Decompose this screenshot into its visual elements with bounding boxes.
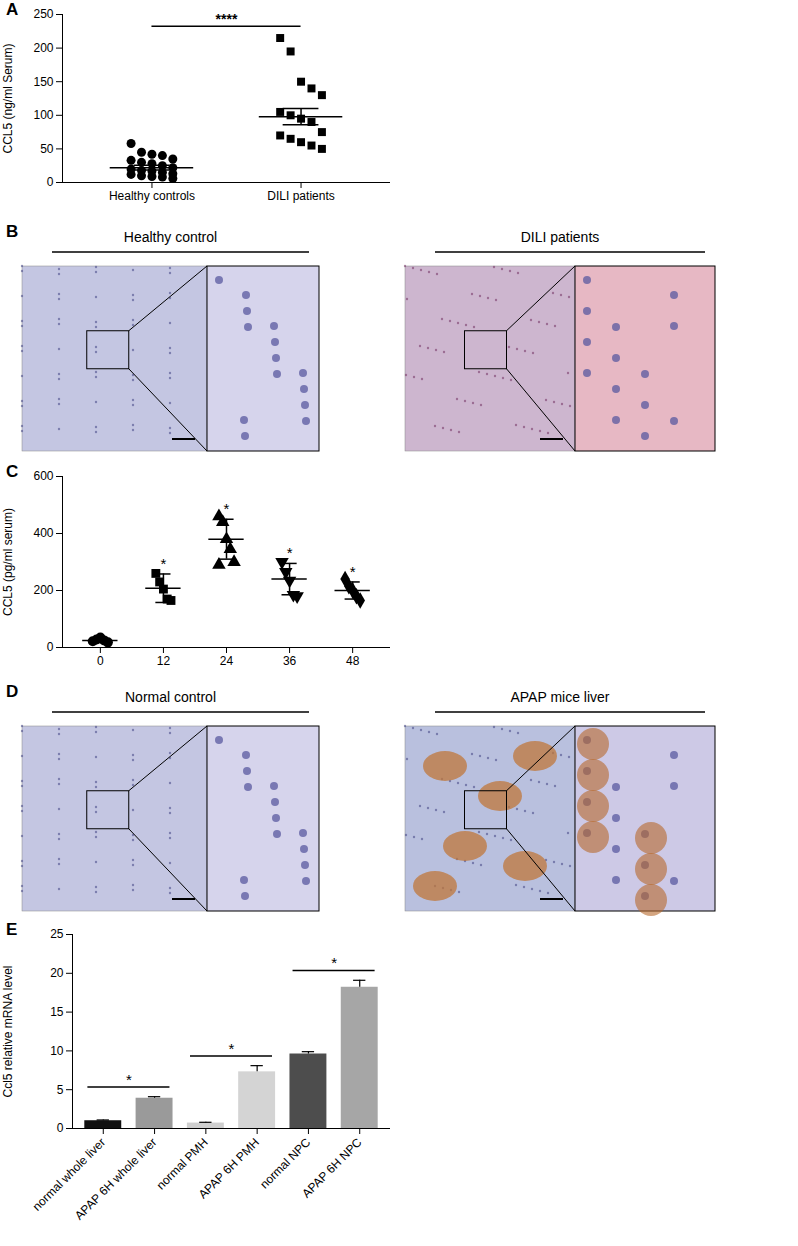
svg-text:0: 0 <box>47 175 54 189</box>
svg-text:APAP 6H NPC: APAP 6H NPC <box>299 1135 364 1200</box>
svg-text:0: 0 <box>57 1121 64 1135</box>
svg-text:*: * <box>350 563 356 580</box>
svg-text:150: 150 <box>33 75 53 89</box>
svg-text:*: * <box>331 954 337 971</box>
svg-text:Healthy control: Healthy control <box>124 229 217 245</box>
svg-text:Ccl5 relative mRNA level: Ccl5 relative mRNA level <box>1 965 15 1097</box>
svg-text:250: 250 <box>33 7 53 21</box>
svg-text:600: 600 <box>33 469 53 483</box>
html-text:B: B <box>6 222 19 241</box>
svg-text:20: 20 <box>50 966 64 980</box>
svg-text:200: 200 <box>33 583 53 597</box>
svg-text:0: 0 <box>47 640 54 654</box>
svg-text:APAP 6H whole liver: APAP 6H whole liver <box>72 1135 159 1222</box>
html-text:C: C <box>6 462 19 481</box>
svg-text:0: 0 <box>97 654 104 668</box>
svg-text:400: 400 <box>33 526 53 540</box>
svg-text:Normal control: Normal control <box>125 689 216 705</box>
svg-text:*: * <box>161 555 167 572</box>
html-text:D: D <box>6 682 19 701</box>
svg-text:36: 36 <box>283 654 297 668</box>
svg-text:200: 200 <box>33 41 53 55</box>
svg-text:APAP mice liver: APAP mice liver <box>510 689 609 705</box>
svg-text:*: * <box>224 500 230 517</box>
svg-text:24: 24 <box>220 654 234 668</box>
svg-text:CCL5 (pg/ml serum): CCL5 (pg/ml serum) <box>1 508 15 616</box>
svg-text:12: 12 <box>157 654 171 668</box>
svg-text:CCL5 (ng/ml Serum): CCL5 (ng/ml Serum) <box>1 43 15 153</box>
svg-text:normal PMH: normal PMH <box>154 1135 211 1192</box>
svg-text:*: * <box>126 1071 132 1088</box>
svg-text:15: 15 <box>50 1005 64 1019</box>
svg-text:50: 50 <box>40 142 54 156</box>
svg-text:*: * <box>287 544 293 561</box>
svg-text:Healthy controls: Healthy controls <box>109 189 195 203</box>
html-text:E: E <box>6 920 18 939</box>
svg-text:25: 25 <box>50 927 64 941</box>
svg-text:****: **** <box>216 11 238 27</box>
svg-text:DILI patients: DILI patients <box>267 189 334 203</box>
svg-text:48: 48 <box>346 654 360 668</box>
html-text:A: A <box>6 0 19 19</box>
svg-text:normal whole liver: normal whole liver <box>29 1135 109 1214</box>
svg-text:100: 100 <box>33 108 53 122</box>
svg-text:*: * <box>229 1040 235 1057</box>
svg-text:10: 10 <box>50 1044 64 1058</box>
svg-text:DILI patients: DILI patients <box>521 229 600 245</box>
svg-text:normal NPC: normal NPC <box>257 1135 313 1191</box>
svg-text:APAP 6H PMH: APAP 6H PMH <box>196 1135 262 1201</box>
svg-text:5: 5 <box>57 1083 64 1097</box>
